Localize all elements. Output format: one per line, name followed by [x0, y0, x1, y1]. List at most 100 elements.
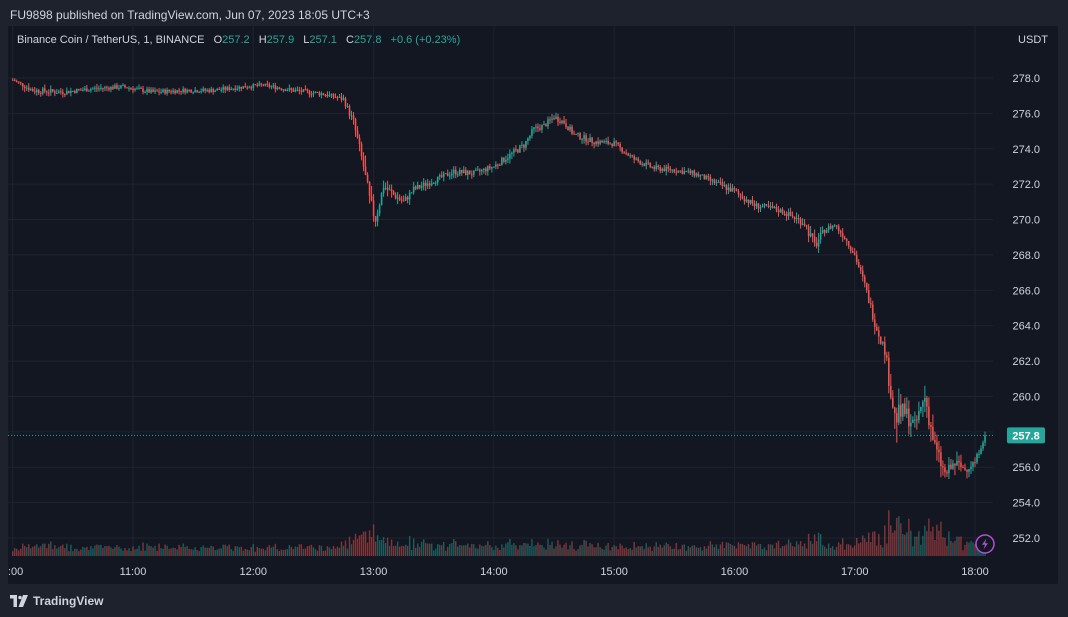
volume-bar [681, 544, 684, 556]
candle-body [815, 242, 818, 247]
close-label: C [345, 34, 354, 46]
candle-body [659, 167, 662, 171]
candle-body [725, 185, 728, 190]
volume-bar [230, 549, 232, 556]
y-tick-label: 252.0 [1012, 533, 1040, 545]
candle-body [890, 385, 892, 398]
candle-body [669, 168, 672, 171]
candle-body [629, 155, 631, 157]
volume-bar [36, 544, 38, 556]
volume-bar [62, 544, 64, 556]
volume-bar [906, 532, 908, 556]
candle-body [635, 158, 637, 160]
candle-body [41, 88, 44, 94]
candle-body [902, 403, 904, 417]
volume-bar [196, 550, 198, 556]
candle-body [581, 139, 583, 141]
x-tick-label: 12:00 [240, 566, 268, 578]
candle-body [78, 89, 80, 91]
volume-bar [210, 545, 212, 556]
volume-bar [521, 545, 523, 556]
volume-bar [431, 543, 433, 556]
volume-bar [675, 543, 677, 556]
candle-body [316, 91, 319, 93]
candle-body [19, 82, 22, 84]
candle-body [910, 422, 912, 427]
time-axis[interactable]: :00 11:00 12:00 13:00 14:00 15:00 16:00 17:00 18… [8, 566, 989, 578]
candle-body [320, 93, 323, 96]
candle-body [671, 169, 674, 171]
volume-bar [298, 544, 301, 556]
volume-bar [785, 544, 788, 556]
price-chart[interactable]: 252.0254.0256.0258.0260.0262.0264.0266.0… [8, 26, 1058, 584]
volume-bar [605, 545, 607, 556]
candle-body [785, 214, 788, 217]
candle-body [859, 267, 862, 271]
volume-bar [260, 548, 263, 556]
volume-bar [523, 542, 525, 556]
volume-bar [437, 544, 439, 556]
candle-body [697, 173, 700, 177]
volume-bar [471, 543, 473, 556]
candle-body [282, 89, 285, 91]
volume-bar [350, 544, 353, 556]
candle-body [950, 464, 952, 469]
candle-body [711, 179, 714, 181]
candle-body [256, 84, 259, 86]
candle-body [699, 175, 702, 177]
volume-bar [76, 548, 78, 556]
volume-bar [38, 547, 40, 556]
volume-bar [515, 545, 517, 556]
candle-body [392, 191, 395, 195]
volume-bar [807, 533, 810, 556]
candle-body [757, 203, 760, 209]
volume-bar [974, 543, 976, 556]
volume-bar [497, 547, 499, 556]
volume-bar [242, 550, 244, 556]
volume-bar [579, 545, 581, 556]
volume-bar [555, 546, 557, 556]
candle-body [571, 126, 573, 134]
candle-body [481, 169, 483, 172]
volume-bar [300, 544, 303, 556]
candle-body [378, 205, 381, 214]
volume-bar [795, 541, 798, 556]
volume-bar [745, 546, 748, 556]
candle-body [651, 166, 654, 168]
candle-body [164, 89, 166, 94]
volume-bar [178, 544, 180, 556]
volume-bar [663, 545, 665, 556]
candle-body [414, 186, 417, 189]
candle-body [567, 126, 569, 131]
volume-bar [424, 543, 427, 556]
price-axis[interactable]: 252.0254.0256.0258.0260.0262.0264.0266.0… [1012, 73, 1040, 545]
volume-bar [276, 549, 279, 556]
volume-bar [755, 545, 758, 556]
candle-body [799, 218, 802, 225]
candle-body [755, 203, 758, 207]
volume-bar [12, 551, 14, 556]
high-label: H [258, 34, 267, 46]
volume-bar [888, 510, 890, 556]
volume-bar [34, 545, 36, 556]
candle-body [835, 225, 838, 227]
volume-bar [70, 544, 72, 556]
tradingview-logo[interactable]: TradingView [10, 594, 103, 608]
volume-bar [789, 542, 792, 556]
volume-bar [220, 548, 222, 556]
volume-bar [50, 541, 52, 556]
volume-bar [64, 548, 66, 556]
candle-body [894, 407, 896, 414]
currency-label[interactable]: USDT [1018, 34, 1048, 46]
y-tick-label: 270.0 [1012, 215, 1040, 227]
candle-body [188, 89, 190, 91]
candle-body [112, 86, 114, 89]
volume-bar [880, 544, 882, 556]
chart-frame[interactable]: 252.0254.0256.0258.0260.0262.0264.0266.0… [8, 26, 1058, 584]
candle-body [649, 162, 652, 167]
volume-bar [599, 547, 601, 556]
volume-bar [302, 548, 305, 556]
lightning-icon[interactable] [975, 534, 995, 554]
symbol-name[interactable]: Binance Coin / TetherUS, 1, BINANCE [17, 34, 205, 46]
candle-body [190, 89, 192, 93]
